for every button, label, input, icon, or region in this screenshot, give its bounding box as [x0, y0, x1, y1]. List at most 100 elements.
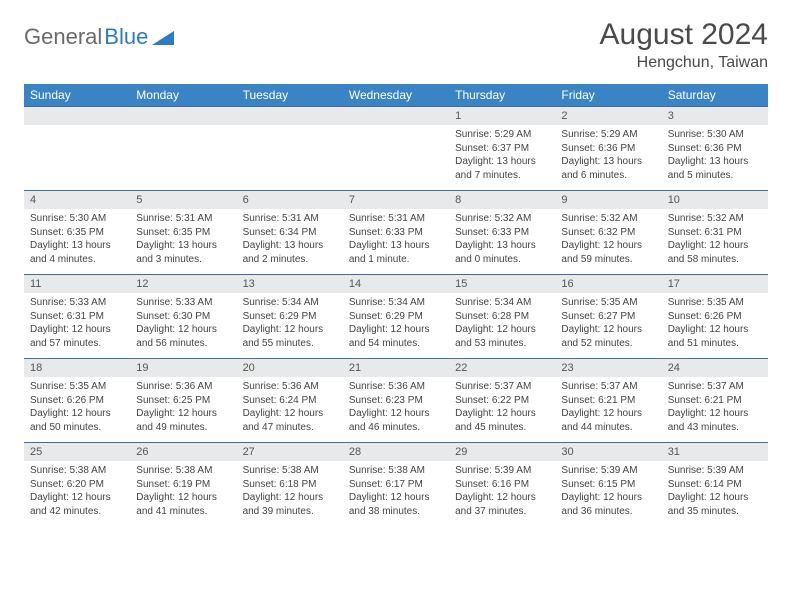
- col-monday: Monday: [130, 84, 236, 107]
- day-cell: Sunrise: 5:36 AMSunset: 6:24 PMDaylight:…: [237, 377, 343, 443]
- day-cell-line: Daylight: 12 hours: [561, 491, 655, 505]
- day-cell-line: Daylight: 12 hours: [561, 407, 655, 421]
- day-cell-line: Sunrise: 5:39 AM: [561, 464, 655, 478]
- day-cell-line: Sunrise: 5:39 AM: [668, 464, 762, 478]
- day-cell-line: and 7 minutes.: [455, 169, 549, 183]
- day-cell: Sunrise: 5:31 AMSunset: 6:34 PMDaylight:…: [237, 209, 343, 275]
- day-cell-line: Sunset: 6:17 PM: [349, 478, 443, 492]
- day-cell: Sunrise: 5:29 AMSunset: 6:36 PMDaylight:…: [555, 125, 661, 191]
- day-cell-line: Sunset: 6:20 PM: [30, 478, 124, 492]
- day-cell-line: Sunrise: 5:32 AM: [561, 212, 655, 226]
- day-cell-line: Sunrise: 5:36 AM: [349, 380, 443, 394]
- week-content-row: Sunrise: 5:35 AMSunset: 6:26 PMDaylight:…: [24, 377, 768, 443]
- day-cell-line: Sunset: 6:16 PM: [455, 478, 549, 492]
- day-cell: [237, 125, 343, 191]
- day-cell-line: Sunset: 6:35 PM: [30, 226, 124, 240]
- day-cell: Sunrise: 5:38 AMSunset: 6:17 PMDaylight:…: [343, 461, 449, 526]
- day-cell-line: Sunset: 6:22 PM: [455, 394, 549, 408]
- day-cell-line: Sunrise: 5:36 AM: [243, 380, 337, 394]
- day-cell-line: Sunrise: 5:31 AM: [136, 212, 230, 226]
- logo: GeneralBlue: [24, 18, 174, 50]
- day-cell-line: and 43 minutes.: [668, 421, 762, 435]
- day-cell-line: Sunrise: 5:32 AM: [668, 212, 762, 226]
- day-cell-line: Daylight: 12 hours: [668, 491, 762, 505]
- day-cell-line: Sunrise: 5:36 AM: [136, 380, 230, 394]
- day-cell-line: Sunset: 6:31 PM: [668, 226, 762, 240]
- day-cell-line: Daylight: 12 hours: [455, 491, 549, 505]
- day-cell-line: Sunset: 6:26 PM: [668, 310, 762, 324]
- week-daynum-row: 18192021222324: [24, 359, 768, 378]
- day-cell-line: Daylight: 13 hours: [668, 155, 762, 169]
- day-cell: Sunrise: 5:32 AMSunset: 6:33 PMDaylight:…: [449, 209, 555, 275]
- day-cell-line: and 46 minutes.: [349, 421, 443, 435]
- day-cell: Sunrise: 5:33 AMSunset: 6:30 PMDaylight:…: [130, 293, 236, 359]
- day-cell-line: Daylight: 12 hours: [136, 407, 230, 421]
- day-number: 23: [555, 359, 661, 378]
- day-cell: Sunrise: 5:37 AMSunset: 6:21 PMDaylight:…: [662, 377, 768, 443]
- day-cell-line: and 56 minutes.: [136, 337, 230, 351]
- day-cell-line: Daylight: 12 hours: [349, 323, 443, 337]
- day-number: 10: [662, 191, 768, 210]
- page-title: August 2024: [600, 18, 768, 52]
- day-number: 4: [24, 191, 130, 210]
- day-number: 16: [555, 275, 661, 294]
- day-cell-line: Daylight: 13 hours: [561, 155, 655, 169]
- day-cell-line: and 57 minutes.: [30, 337, 124, 351]
- col-wednesday: Wednesday: [343, 84, 449, 107]
- day-cell-line: Sunset: 6:21 PM: [561, 394, 655, 408]
- day-cell-line: Sunrise: 5:31 AM: [349, 212, 443, 226]
- week-content-row: Sunrise: 5:29 AMSunset: 6:37 PMDaylight:…: [24, 125, 768, 191]
- day-number: 19: [130, 359, 236, 378]
- day-cell-line: Sunrise: 5:38 AM: [30, 464, 124, 478]
- day-cell-line: Sunset: 6:30 PM: [136, 310, 230, 324]
- day-number: 27: [237, 443, 343, 462]
- day-cell-line: Daylight: 12 hours: [561, 323, 655, 337]
- day-cell-line: Sunset: 6:29 PM: [243, 310, 337, 324]
- day-cell: Sunrise: 5:36 AMSunset: 6:23 PMDaylight:…: [343, 377, 449, 443]
- day-number: 13: [237, 275, 343, 294]
- day-cell-line: Sunset: 6:14 PM: [668, 478, 762, 492]
- day-cell-line: Daylight: 12 hours: [455, 323, 549, 337]
- day-cell-line: Sunrise: 5:32 AM: [455, 212, 549, 226]
- header: GeneralBlue August 2024 Hengchun, Taiwan: [24, 18, 768, 72]
- day-cell-line: Sunrise: 5:31 AM: [243, 212, 337, 226]
- day-cell: Sunrise: 5:38 AMSunset: 6:19 PMDaylight:…: [130, 461, 236, 526]
- day-cell-line: Daylight: 12 hours: [561, 239, 655, 253]
- day-cell-line: Sunrise: 5:30 AM: [30, 212, 124, 226]
- day-cell-line: Daylight: 12 hours: [136, 491, 230, 505]
- day-cell: Sunrise: 5:34 AMSunset: 6:29 PMDaylight:…: [237, 293, 343, 359]
- day-cell-line: Daylight: 13 hours: [30, 239, 124, 253]
- day-cell: Sunrise: 5:37 AMSunset: 6:22 PMDaylight:…: [449, 377, 555, 443]
- day-cell-line: Sunset: 6:31 PM: [30, 310, 124, 324]
- day-number: 15: [449, 275, 555, 294]
- day-cell-line: Sunrise: 5:34 AM: [243, 296, 337, 310]
- day-cell-line: Daylight: 12 hours: [455, 407, 549, 421]
- day-cell: Sunrise: 5:38 AMSunset: 6:20 PMDaylight:…: [24, 461, 130, 526]
- day-cell-line: Sunset: 6:19 PM: [136, 478, 230, 492]
- week-content-row: Sunrise: 5:30 AMSunset: 6:35 PMDaylight:…: [24, 209, 768, 275]
- day-cell-line: and 35 minutes.: [668, 505, 762, 519]
- day-cell-line: Sunrise: 5:29 AM: [455, 128, 549, 142]
- day-cell: Sunrise: 5:39 AMSunset: 6:15 PMDaylight:…: [555, 461, 661, 526]
- day-number: 11: [24, 275, 130, 294]
- day-number: 14: [343, 275, 449, 294]
- day-cell-line: Daylight: 12 hours: [349, 491, 443, 505]
- day-cell-line: Daylight: 12 hours: [30, 407, 124, 421]
- day-cell-line: Daylight: 12 hours: [243, 407, 337, 421]
- day-cell-line: Daylight: 13 hours: [136, 239, 230, 253]
- day-cell-line: and 0 minutes.: [455, 253, 549, 267]
- day-cell-line: Sunset: 6:27 PM: [561, 310, 655, 324]
- day-number: 20: [237, 359, 343, 378]
- day-cell-line: Daylight: 12 hours: [30, 491, 124, 505]
- day-cell: Sunrise: 5:31 AMSunset: 6:35 PMDaylight:…: [130, 209, 236, 275]
- day-cell-line: and 49 minutes.: [136, 421, 230, 435]
- day-cell-line: and 44 minutes.: [561, 421, 655, 435]
- day-cell-line: Sunrise: 5:35 AM: [561, 296, 655, 310]
- day-cell-line: Daylight: 12 hours: [668, 407, 762, 421]
- day-cell: Sunrise: 5:35 AMSunset: 6:27 PMDaylight:…: [555, 293, 661, 359]
- day-cell-line: Sunset: 6:36 PM: [668, 142, 762, 156]
- day-number: 8: [449, 191, 555, 210]
- day-cell: Sunrise: 5:35 AMSunset: 6:26 PMDaylight:…: [662, 293, 768, 359]
- day-number: 18: [24, 359, 130, 378]
- week-content-row: Sunrise: 5:33 AMSunset: 6:31 PMDaylight:…: [24, 293, 768, 359]
